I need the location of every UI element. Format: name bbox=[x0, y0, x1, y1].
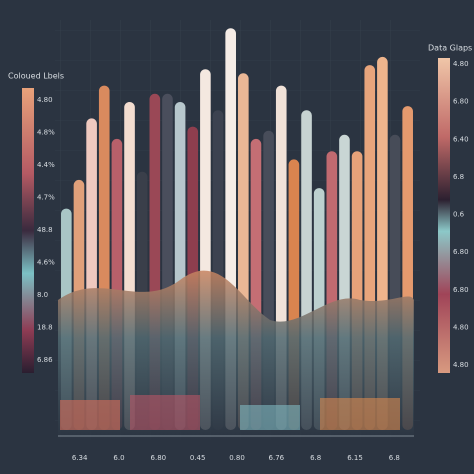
x-tick-label: 6.8 bbox=[310, 454, 321, 462]
left-colorbar bbox=[22, 88, 34, 373]
legend-label: 6.80 bbox=[453, 98, 469, 106]
legend-label: 4.7% bbox=[37, 194, 55, 202]
x-tick-label: 6.15 bbox=[347, 454, 363, 462]
x-tick-label: 0.45 bbox=[190, 454, 206, 462]
legend-label: 6.86 bbox=[37, 356, 53, 364]
left-legend-title: Coloued Lbels bbox=[8, 72, 64, 81]
legend-label: 6.80 bbox=[453, 248, 469, 256]
x-tick-label: 6.8 bbox=[389, 454, 400, 462]
legend-label: 4.4% bbox=[37, 161, 55, 169]
legend-label: 4.6% bbox=[37, 259, 55, 267]
legend-label: 48.8 bbox=[37, 226, 53, 234]
legend-label: 0.6 bbox=[453, 211, 465, 219]
x-tick-label: 6.0 bbox=[113, 454, 124, 462]
legend-label: 4.8% bbox=[37, 129, 55, 137]
legend-label: 6.80 bbox=[453, 286, 469, 294]
x-tick-label: 6.80 bbox=[151, 454, 167, 462]
legend-label: 6.8 bbox=[453, 173, 464, 181]
x-tick-label: 6.76 bbox=[269, 454, 285, 462]
legend-label: 4.80 bbox=[453, 323, 469, 331]
legend-label: 4.80 bbox=[37, 96, 53, 104]
legend-label: 8.0 bbox=[37, 291, 48, 299]
legend-label: 4.80 bbox=[453, 361, 469, 369]
legend-label: 4.80 bbox=[453, 60, 469, 68]
right-legend-title: Data Glaps bbox=[428, 44, 472, 53]
legend-label: 6.40 bbox=[453, 135, 469, 143]
right-colorbar bbox=[438, 58, 450, 373]
bottom-stripes bbox=[60, 395, 400, 430]
legend-label: 18.8 bbox=[37, 324, 53, 332]
x-tick-label: 6.34 bbox=[72, 454, 88, 462]
x-tick-label: 0.80 bbox=[229, 454, 245, 462]
